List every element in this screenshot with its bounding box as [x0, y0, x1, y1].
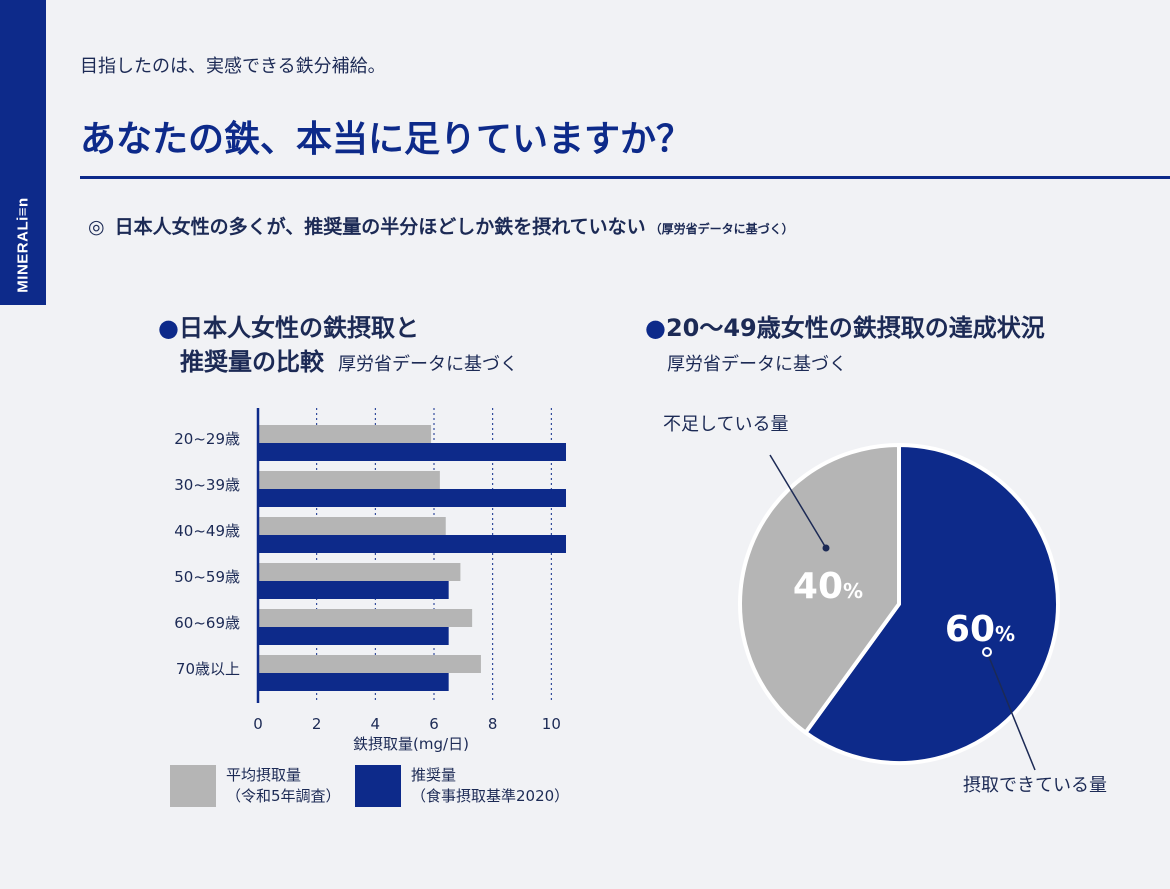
bar-recommended: [258, 581, 449, 599]
brand-sidebar: MINERALi≡n: [0, 0, 46, 305]
x-axis-label: 鉄摂取量(mg/日): [353, 735, 469, 753]
callout-shortage: 不足している量: [663, 414, 789, 435]
pie-chart-title: 20〜49歳女性の鉄摂取の達成状況: [665, 314, 1045, 342]
pie-slice-intake: [803, 443, 1060, 765]
bar-chart-source: 厚労省データに基づく: [338, 354, 518, 375]
bar-average: [258, 425, 432, 443]
bar-average: [258, 563, 461, 581]
legend-recommended-line1: 推奨量: [411, 766, 457, 784]
bar-recommended: [258, 443, 566, 461]
brand-logo: MINERALi≡n: [14, 197, 32, 293]
pie-chart-heading: ●20〜49歳女性の鉄摂取の達成状況 厚労省データに基づく: [645, 311, 1045, 382]
x-tick-label: 10: [542, 715, 561, 733]
title-divider: [80, 176, 1170, 179]
page-title: あなたの鉄、本当に足りていますか？: [80, 119, 693, 160]
bullet-icon: ●: [645, 314, 666, 342]
x-tick-label: 4: [371, 715, 381, 733]
bar-average: [258, 655, 481, 673]
subheading-note: （厚労省データに基づく）: [649, 222, 794, 236]
legend-swatch-average: [170, 765, 216, 807]
x-tick-label: 6: [429, 715, 439, 733]
x-tick-label: 0: [253, 715, 263, 733]
bar-average: [258, 471, 440, 489]
pie-chart-source: 厚労省データに基づく: [667, 354, 847, 375]
bar-chart: 20~29歳 30~39歳 40~49歳 50~59歳 60~69歳 70歳以上 0 2 4 6…: [174, 408, 566, 753]
category-label: 30~39歳: [174, 476, 240, 494]
bar-chart-title-line2: 推奨量の比較: [180, 348, 324, 376]
category-label: 20~29歳: [174, 430, 240, 448]
pie-label-intake: 60%: [945, 609, 1015, 650]
legend-average-line2: （令和5年調査）: [226, 787, 341, 805]
bar-average: [258, 609, 473, 627]
intake-leader-line: [986, 651, 1036, 771]
pie-slice-shortage: [738, 443, 901, 735]
bar-recommended: [258, 673, 449, 691]
legend-recommended-line2: （食事摂取基準2020）: [411, 787, 570, 805]
shortage-leader-dot: [822, 544, 830, 552]
x-tick-label: 2: [312, 715, 322, 733]
double-circle-icon: ◎: [88, 216, 105, 238]
subheading-text: 日本人女性の多くが、推奨量の半分ほどしか鉄を摂れていない: [114, 216, 646, 238]
tagline: 目指したのは、実感できる鉄分補給。: [80, 56, 386, 77]
bullet-icon: ●: [158, 314, 179, 342]
legend-average: 平均摂取量 （令和5年調査）: [170, 765, 341, 807]
category-label: 40~49歳: [174, 522, 240, 540]
bar-recommended: [258, 627, 449, 645]
legend-average-line1: 平均摂取量: [226, 766, 302, 784]
x-tick-label: 8: [488, 715, 498, 733]
category-label: 70歳以上: [176, 660, 240, 678]
bar-recommended: [258, 489, 566, 507]
shortage-leader-line: [769, 454, 827, 549]
category-label: 60~69歳: [174, 614, 240, 632]
intake-leader-dot: [982, 647, 992, 657]
bar-chart-title-line1: 日本人女性の鉄摂取と: [178, 314, 419, 342]
legend-recommended: 推奨量 （食事摂取基準2020）: [355, 765, 569, 807]
bar-chart-heading: ●日本人女性の鉄摂取と 推奨量の比較 厚労省データに基づく: [158, 311, 518, 382]
category-label: 50~59歳: [174, 568, 240, 586]
bar-recommended: [258, 535, 566, 553]
pie-chart: 40% 60%: [738, 443, 1060, 771]
subheading: ◎ 日本人女性の多くが、推奨量の半分ほどしか鉄を摂れていない （厚労省データに基づく…: [88, 212, 794, 239]
bar-average: [258, 517, 446, 535]
callout-intake: 摂取できている量: [963, 775, 1107, 796]
pie-label-shortage: 40%: [793, 566, 863, 607]
legend-swatch-recommended: [355, 765, 401, 807]
